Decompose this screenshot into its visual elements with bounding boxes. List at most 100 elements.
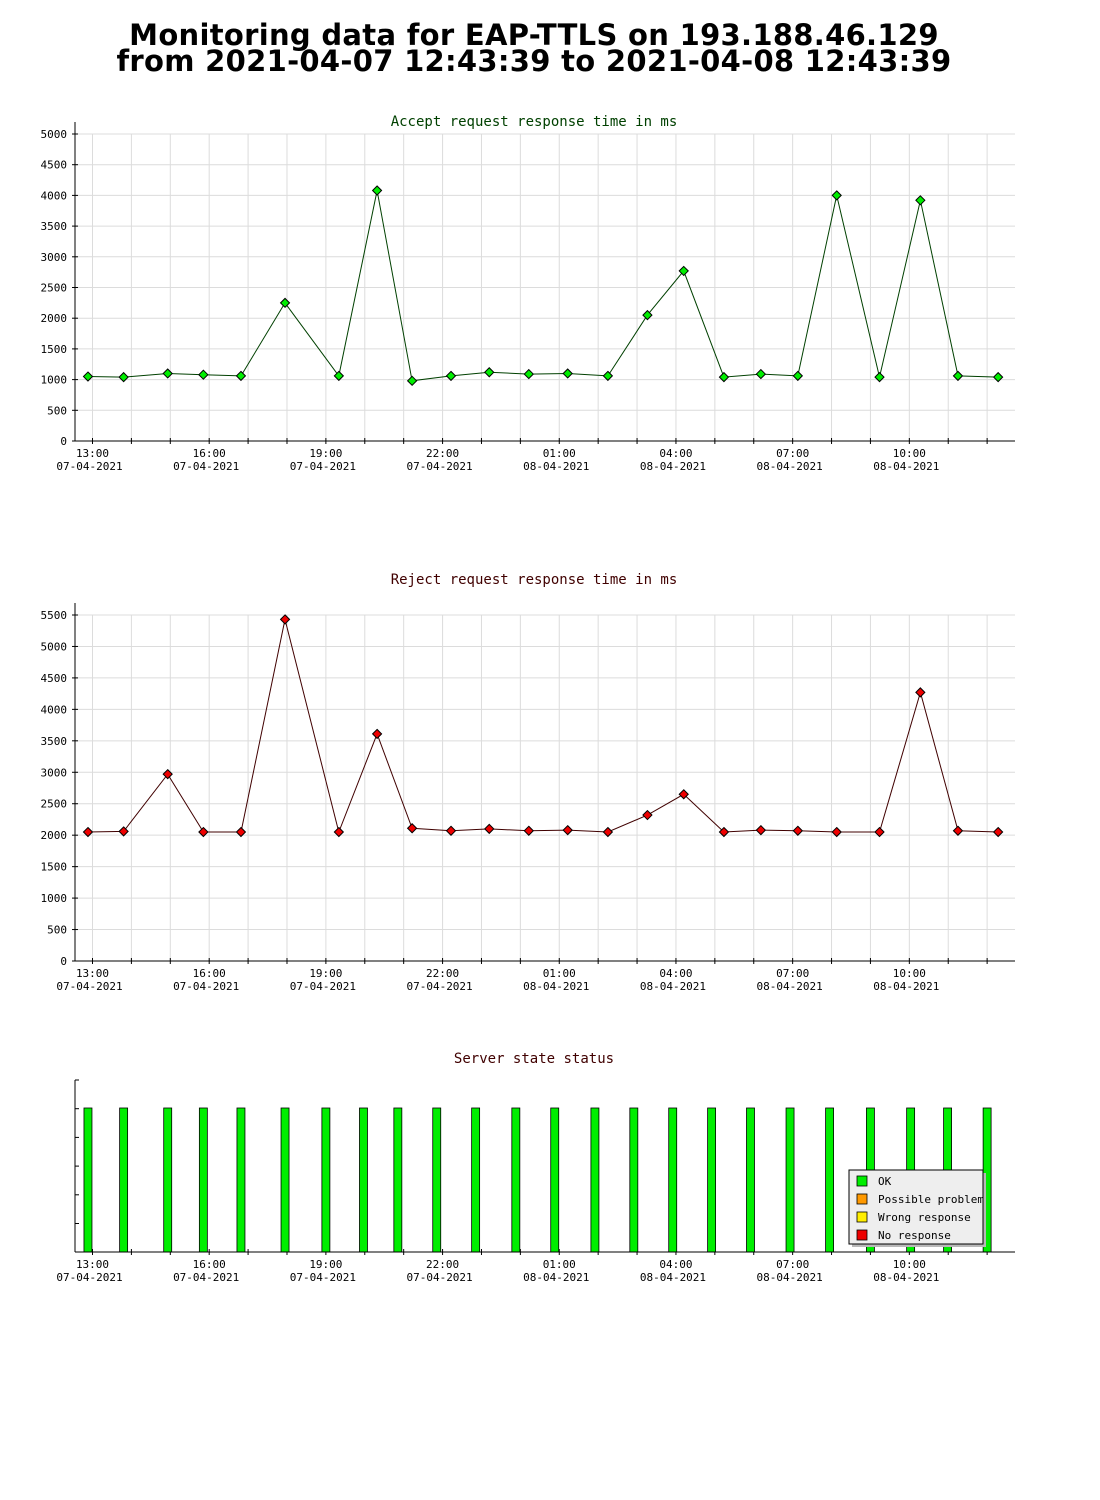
- data-point: [235, 370, 247, 382]
- data-point: [718, 826, 730, 838]
- data-point: [82, 826, 94, 838]
- status-bar: [321, 1107, 331, 1253]
- data-point: [445, 825, 457, 836]
- y-tick-label: 5500: [41, 609, 68, 622]
- status-bar: [785, 1107, 795, 1253]
- page-title: Monitoring data for EAP-TTLS on 193.188.…: [0, 21, 1068, 78]
- y-tick-label: 1500: [41, 343, 68, 356]
- y-tick-label: 2500: [41, 282, 68, 295]
- data-point: [874, 371, 885, 383]
- data-point: [952, 825, 964, 836]
- x-tick-label: 01:00: [543, 447, 576, 460]
- data-point: [406, 375, 418, 387]
- data-point: [118, 371, 129, 383]
- x-tick-label: 04:00: [659, 447, 692, 460]
- x-tick-date: 08-04-2021: [873, 1271, 939, 1284]
- data-point: [755, 824, 767, 836]
- y-tick-label: 2000: [41, 829, 68, 842]
- status-bar: [280, 1107, 290, 1253]
- data-point: [792, 370, 804, 382]
- x-tick-label: 16:00: [193, 967, 226, 980]
- x-tick-label: 16:00: [193, 1258, 226, 1271]
- chart-title: Reject request response time in ms: [391, 572, 678, 588]
- x-tick-label: 04:00: [659, 967, 692, 980]
- legend-box: [848, 1169, 984, 1245]
- status-bar: [119, 1107, 129, 1253]
- data-point: [992, 826, 1004, 838]
- legend-label: Wrong response: [878, 1211, 971, 1224]
- data-point: [952, 370, 964, 382]
- data-point: [235, 826, 247, 838]
- x-tick-label: 19:00: [309, 967, 342, 980]
- legend-swatch: [856, 1229, 868, 1241]
- data-point: [678, 265, 689, 277]
- x-tick-label: 10:00: [893, 1258, 926, 1271]
- data-point: [82, 371, 94, 382]
- x-tick-date: 07-04-2021: [173, 1271, 239, 1284]
- legend-swatch: [856, 1193, 868, 1205]
- x-tick-date: 07-04-2021: [290, 1271, 356, 1284]
- data-point: [523, 825, 535, 836]
- data-point: [198, 369, 209, 380]
- status-bar: [668, 1107, 678, 1253]
- x-tick-date: 07-04-2021: [173, 460, 239, 473]
- x-tick-date: 08-04-2021: [757, 980, 823, 993]
- x-tick-label: 13:00: [76, 1258, 109, 1271]
- status-bar: [198, 1107, 208, 1253]
- data-point: [562, 824, 573, 836]
- data-point: [602, 826, 614, 838]
- data-point: [992, 371, 1004, 383]
- data-point: [678, 789, 689, 800]
- series-line: [87, 619, 999, 834]
- legend-swatch: [856, 1211, 868, 1223]
- server-state-status-chart: Server state status13:0007-04-202116:000…: [56, 1051, 1015, 1284]
- x-tick-label: 13:00: [76, 967, 109, 980]
- y-tick-label: 1000: [41, 374, 68, 387]
- status-bar: [590, 1107, 600, 1253]
- data-point: [484, 367, 495, 378]
- x-tick-label: 07:00: [776, 447, 809, 460]
- data-point: [874, 826, 885, 838]
- page-title-line-2: from 2021-04-07 12:43:39 to 2021-04-08 1…: [116, 44, 952, 78]
- x-tick-label: 16:00: [193, 447, 226, 460]
- x-tick-date: 08-04-2021: [640, 980, 706, 993]
- accept-response-time-chart: Accept request response time in ms 0 500 10…: [41, 114, 1015, 473]
- y-tick-label: 4500: [41, 672, 68, 685]
- y-tick-label: 500: [47, 404, 67, 417]
- x-tick-date: 07-04-2021: [290, 460, 356, 473]
- x-tick-label: 04:00: [659, 1258, 692, 1271]
- data-point: [279, 297, 291, 309]
- legend-label: OK: [878, 1175, 892, 1188]
- chart-title: Accept request response time in ms: [391, 114, 678, 130]
- y-tick-label: 0: [60, 955, 67, 968]
- status-bar: [707, 1107, 717, 1253]
- data-point: [915, 195, 926, 206]
- y-tick-label: 3500: [41, 735, 68, 748]
- x-tick-date: 08-04-2021: [640, 460, 706, 473]
- legend-label: Possible problem: [878, 1193, 984, 1206]
- chart-title: Server state status: [454, 1051, 614, 1067]
- legend-label: No response: [878, 1229, 951, 1242]
- data-point: [198, 826, 209, 838]
- status-bar: [550, 1107, 560, 1253]
- y-tick-label: 4000: [41, 189, 68, 202]
- x-tick-date: 08-04-2021: [523, 1271, 589, 1284]
- x-tick-date: 07-04-2021: [173, 980, 239, 993]
- x-tick-date: 08-04-2021: [640, 1271, 706, 1284]
- x-tick-label: 22:00: [426, 967, 459, 980]
- data-point: [523, 368, 535, 380]
- status-bar: [163, 1107, 173, 1253]
- data-point: [484, 823, 495, 835]
- data-point: [602, 370, 614, 382]
- data-point: [831, 190, 842, 201]
- x-tick-label: 01:00: [543, 1258, 576, 1271]
- data-point: [333, 370, 345, 382]
- status-bar: [236, 1107, 246, 1253]
- x-tick-label: 22:00: [426, 1258, 459, 1271]
- y-tick-label: 2500: [41, 798, 68, 811]
- data-point: [371, 728, 383, 740]
- x-tick-date: 08-04-2021: [757, 1271, 823, 1284]
- status-bar: [629, 1107, 639, 1253]
- y-tick-label: 4000: [41, 703, 68, 716]
- data-point: [118, 826, 129, 837]
